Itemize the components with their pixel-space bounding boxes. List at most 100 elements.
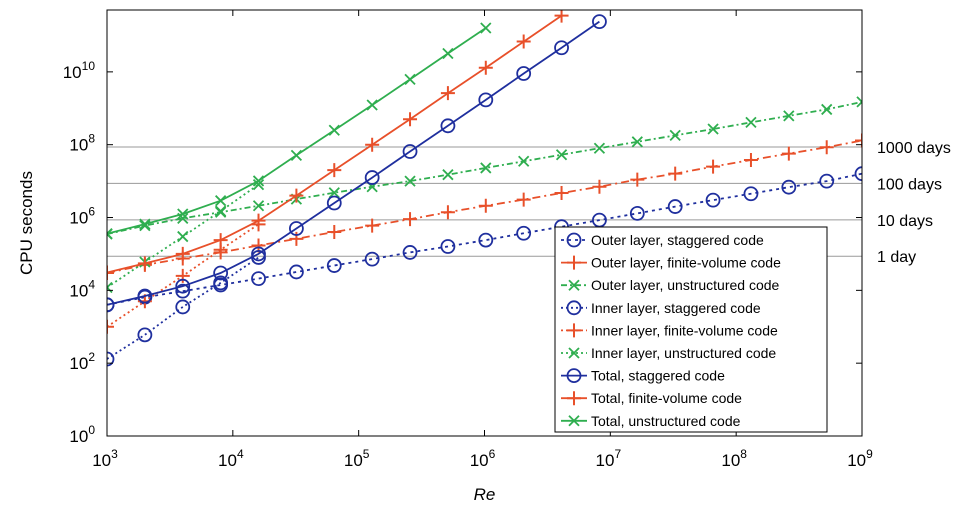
legend: Outer layer, staggered code Outer layer, … (554, 226, 828, 433)
data-point (781, 179, 797, 195)
data-point (667, 199, 683, 214)
data-point (251, 246, 266, 262)
y-tick-label: 106 (69, 205, 95, 228)
data-point (365, 218, 380, 233)
x-axis-title: Re (474, 485, 496, 504)
legend-label: Outer layer, finite-volume code (591, 255, 781, 271)
legend-label: Total, unstructured code (591, 413, 741, 429)
data-point (175, 299, 191, 315)
data-point (440, 205, 455, 220)
data-point (743, 152, 758, 167)
data-point (213, 265, 229, 281)
data-point (554, 10, 569, 23)
data-point (289, 188, 304, 203)
data-point (327, 225, 342, 240)
data-point (554, 186, 569, 201)
data-point (107, 351, 115, 367)
series-line (107, 101, 862, 235)
data-point (107, 319, 114, 334)
data-point (478, 60, 493, 75)
data-point (404, 175, 416, 187)
legend-box (554, 226, 828, 433)
data-point (745, 116, 757, 129)
data-point (175, 246, 190, 261)
legend-item: Total, staggered code (561, 368, 725, 384)
data-point (328, 124, 340, 136)
data-point (328, 187, 340, 199)
data-point (252, 175, 265, 187)
data-point (107, 297, 115, 313)
x-tick-label: 105 (344, 447, 370, 470)
x-tick-label: 106 (470, 447, 496, 470)
data-point (137, 288, 153, 304)
legend-marker (566, 368, 582, 384)
x-tick-label: 103 (92, 447, 118, 470)
data-point (177, 230, 189, 243)
data-point (705, 192, 721, 208)
data-point (518, 155, 530, 167)
data-point (783, 110, 795, 122)
data-point (516, 225, 532, 241)
y-tick-label: 102 (69, 350, 95, 373)
series (107, 22, 492, 240)
legend-label: Outer layer, staggered code (591, 232, 764, 248)
data-point (669, 129, 681, 142)
legend-marker (568, 279, 580, 291)
data-point (175, 283, 191, 299)
data-point (107, 228, 113, 240)
data-point (213, 233, 228, 248)
data-point (215, 195, 227, 207)
data-point (478, 198, 493, 213)
data-point (855, 133, 862, 148)
legend-label: Total, finite-volume code (591, 390, 742, 406)
data-point (478, 232, 494, 248)
data-point (516, 34, 531, 49)
legend-item: Total, unstructured code (561, 413, 741, 429)
reference-line-label: 1000 days (877, 140, 951, 157)
x-tick-label: 107 (596, 447, 622, 470)
legend-item: Outer layer, unstructured code (561, 277, 780, 293)
data-point (592, 14, 607, 30)
series-line (107, 172, 862, 306)
data-point (107, 265, 114, 280)
legend-marker (568, 347, 580, 359)
data-point (629, 205, 645, 221)
data-point (402, 245, 418, 260)
data-point (288, 264, 304, 280)
data-point (743, 186, 759, 202)
data-point (442, 47, 454, 60)
data-point (252, 178, 265, 191)
data-point (706, 159, 721, 174)
reference-line-label: 100 days (877, 176, 942, 193)
data-point (480, 22, 492, 34)
y-tick-label: 108 (69, 132, 95, 155)
data-point (177, 208, 189, 220)
data-point (402, 144, 418, 159)
legend-marker (568, 415, 580, 427)
y-tick-label: 1010 (63, 59, 96, 82)
data-point (366, 99, 378, 111)
data-point (781, 146, 796, 161)
legend-item: Outer layer, staggered code (561, 232, 764, 248)
legend-item: Total, finite-volume code (561, 390, 742, 406)
data-point (516, 66, 532, 81)
data-point (668, 166, 683, 181)
x-tick-label: 104 (218, 447, 244, 470)
legend-item: Inner layer, staggered code (561, 300, 761, 316)
data-point (440, 239, 456, 254)
series-group (107, 10, 862, 367)
legend-label: Inner layer, unstructured code (591, 345, 776, 361)
data-point (480, 162, 492, 174)
axis-ticks: 103 104 105 106 107 108 109 100 102 104 106 108 1010 (63, 10, 873, 470)
legend-label: Inner layer, finite-volume code (591, 322, 778, 338)
data-point (819, 140, 834, 155)
series (107, 10, 569, 280)
legend-item: Inner layer, unstructured code (561, 345, 776, 361)
data-point (326, 258, 342, 273)
data-point (440, 118, 456, 134)
data-point (139, 218, 151, 230)
y-tick-label: 104 (69, 277, 95, 300)
reference-line-label: 10 days (877, 213, 933, 230)
series (107, 96, 862, 240)
